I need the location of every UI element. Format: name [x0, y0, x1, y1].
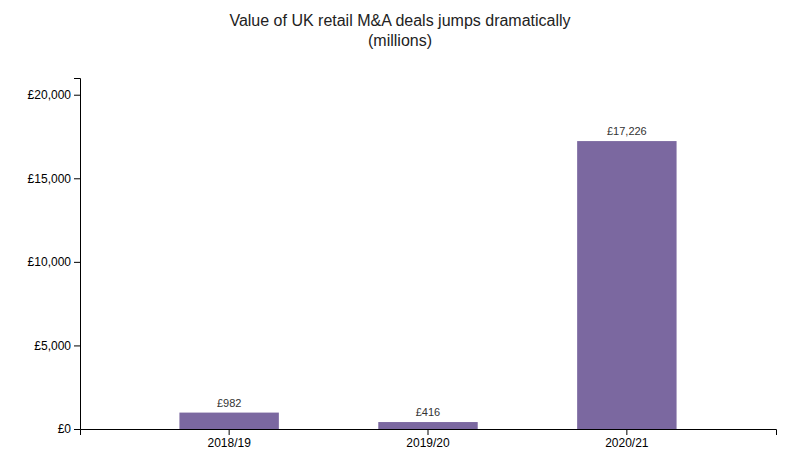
x-tick-label: 2020/21 [605, 436, 649, 450]
x-tick-mark [428, 429, 429, 435]
x-axis: 2018/19 2019/20 2020/21 [81, 429, 777, 450]
x-tick: 2020/21 [605, 429, 649, 450]
x-axis-line [81, 430, 777, 436]
y-tick-mark [74, 95, 80, 96]
y-tick-mark [74, 345, 80, 346]
bars [179, 141, 676, 429]
y-tick-label: £10,000 [28, 255, 72, 269]
y-tick-mark [74, 262, 80, 263]
y-tick: £0 [58, 422, 80, 436]
x-tick-label: 2019/20 [406, 436, 450, 450]
y-tick-label: £20,000 [28, 88, 72, 102]
plot: £0 £5,000 £10,000 £15,000 £20,000 2018/19 2019… [28, 79, 777, 450]
y-tick: £15,000 [28, 172, 80, 186]
y-axis-line [74, 79, 81, 430]
y-axis: £0 £5,000 £10,000 £15,000 £20,000 [28, 79, 81, 437]
y-tick-label: £15,000 [28, 172, 72, 186]
bar [378, 422, 477, 429]
y-tick: £10,000 [28, 255, 80, 269]
chart: Value of UK retail M&A deals jumps drama… [0, 0, 800, 469]
y-tick-mark [74, 429, 80, 430]
y-tick: £20,000 [28, 88, 80, 102]
bar [179, 413, 278, 429]
title-group: Value of UK retail M&A deals jumps drama… [229, 12, 570, 49]
x-tick: 2018/19 [207, 429, 251, 450]
x-tick: 2019/20 [406, 429, 450, 450]
title: Value of UK retail M&A deals jumps drama… [229, 12, 570, 29]
data-labels: £982 £416 £17,226 [217, 125, 647, 418]
data-label: £982 [217, 397, 241, 409]
x-tick-label: 2018/19 [207, 436, 251, 450]
y-tick-mark [74, 178, 80, 179]
title: (millions) [368, 32, 432, 49]
bar [577, 141, 676, 429]
x-tick-mark [229, 429, 230, 435]
y-tick-label: £5,000 [34, 339, 71, 353]
data-label: £17,226 [607, 125, 647, 137]
x-tick-mark [626, 429, 627, 435]
y-tick-label: £0 [58, 422, 72, 436]
y-tick: £5,000 [34, 339, 80, 353]
data-label: £416 [416, 406, 440, 418]
